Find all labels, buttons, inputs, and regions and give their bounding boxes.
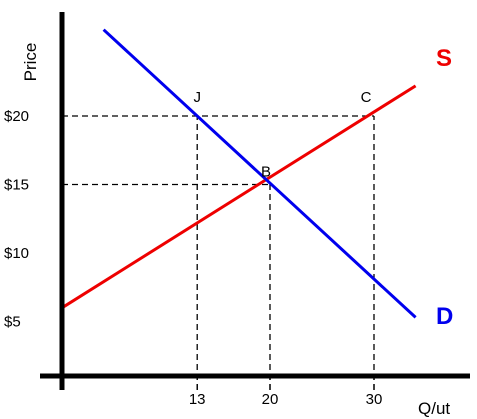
curve-labels: SD bbox=[436, 45, 453, 330]
y-tick-label: $15 bbox=[4, 177, 29, 194]
x-tick-label: 30 bbox=[366, 391, 383, 408]
point-labels: J C B bbox=[193, 89, 371, 181]
y-tick-label: $10 bbox=[4, 245, 29, 262]
point-label-b: B bbox=[261, 164, 271, 181]
dashed-guides bbox=[62, 115, 375, 390]
x-axis-title: Q/ut bbox=[418, 399, 450, 418]
curve-s bbox=[61, 84, 417, 310]
point-label-j: J bbox=[193, 89, 201, 106]
x-tick-label: 20 bbox=[262, 391, 279, 408]
y-tick-label: $20 bbox=[4, 108, 29, 125]
labels: Price Q/ut bbox=[21, 43, 450, 418]
curves bbox=[61, 28, 417, 319]
x-tick-labels: 13 20 30 bbox=[189, 391, 382, 408]
y-tick-labels: $5 $10 $15 $20 bbox=[4, 108, 29, 331]
point-label-c: C bbox=[361, 89, 372, 106]
y-tick-label: $5 bbox=[4, 314, 21, 331]
curve-label-d: D bbox=[436, 303, 453, 330]
y-axis-title: Price bbox=[21, 43, 40, 82]
curve-d bbox=[102, 28, 417, 319]
x-tick-label: 13 bbox=[189, 391, 206, 408]
axes bbox=[40, 12, 470, 390]
curve-label-s: S bbox=[436, 45, 452, 72]
